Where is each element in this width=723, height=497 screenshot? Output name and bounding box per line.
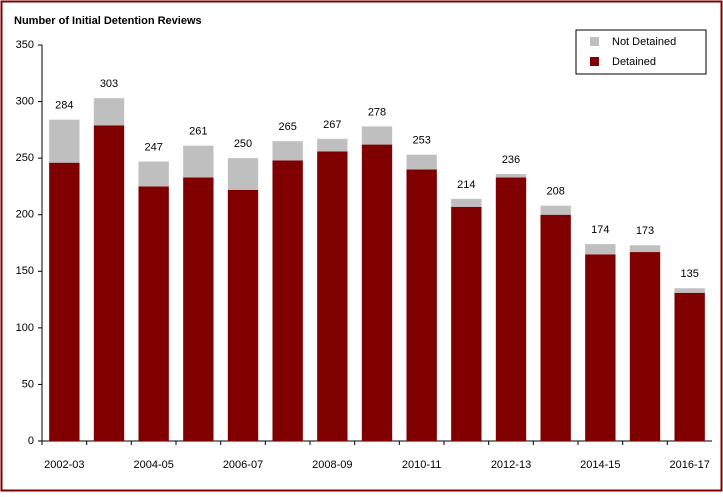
bar-segment — [138, 161, 169, 187]
y-tick-label: 100 — [16, 322, 34, 334]
total-label: 208 — [546, 186, 564, 198]
bar-segment — [674, 288, 705, 293]
total-label: 284 — [55, 100, 73, 112]
total-label: 174 — [591, 224, 609, 236]
bar-segment — [361, 144, 393, 441]
x-tick-label: 2008-09 — [312, 459, 352, 471]
total-label: 236 — [502, 154, 520, 166]
bar-segment — [540, 205, 571, 215]
chart-title: Number of Initial Detention Reviews — [14, 15, 202, 27]
x-tick-label: 2012-13 — [491, 459, 531, 471]
bar-segment — [317, 151, 348, 441]
bar-segment — [540, 214, 571, 441]
x-tick-label: 2016-17 — [669, 459, 709, 471]
y-tick-label: 200 — [16, 209, 34, 221]
x-tick-label: 2004-05 — [133, 459, 173, 471]
y-tick-label: 150 — [16, 265, 34, 277]
y-tick-label: 300 — [16, 95, 34, 107]
bar-segment — [406, 154, 437, 170]
total-label: 278 — [368, 106, 386, 118]
legend-label: Not Detained — [612, 36, 676, 48]
bar-segment — [451, 198, 482, 207]
total-label: 253 — [412, 135, 430, 147]
bar-segment — [317, 138, 348, 152]
total-label: 173 — [636, 225, 654, 237]
x-tick-label: 2010-11 — [402, 459, 442, 471]
bar-segment — [183, 177, 214, 441]
bar-segment — [138, 186, 169, 441]
bar-segment — [93, 98, 125, 126]
total-label: 214 — [457, 179, 475, 191]
bar-segment — [183, 145, 214, 178]
legend-swatch — [590, 37, 599, 46]
total-label: 265 — [278, 121, 296, 133]
bar-segment — [93, 125, 125, 442]
bar-segment — [49, 162, 80, 441]
bar-segment — [585, 254, 616, 441]
total-label: 135 — [680, 268, 698, 280]
x-tick-label: 2006-07 — [223, 459, 263, 471]
legend-swatch — [590, 57, 599, 66]
total-label: 247 — [144, 141, 162, 153]
total-label: 267 — [323, 119, 341, 131]
bar-segment — [406, 169, 437, 441]
y-tick-label: 50 — [22, 378, 34, 390]
bar-segment — [495, 177, 527, 441]
bar-segment — [629, 245, 661, 253]
bar-segment — [227, 189, 259, 441]
bar-segment — [272, 141, 303, 161]
bar-segment — [585, 244, 616, 255]
bar-segment — [272, 160, 303, 442]
bar-segment — [629, 252, 661, 441]
y-tick-label: 350 — [16, 39, 34, 51]
y-tick-label: 250 — [16, 152, 34, 164]
x-tick-label: 2002-03 — [44, 459, 84, 471]
y-tick-label: 0 — [28, 435, 34, 447]
bar-segment — [495, 173, 527, 178]
bar-segment — [361, 126, 393, 145]
total-label: 303 — [100, 78, 118, 90]
bar-segment — [227, 158, 259, 190]
x-tick-label: 2014-15 — [580, 459, 620, 471]
bar-segment — [674, 292, 705, 441]
bar-segment — [451, 206, 482, 441]
legend-label: Detained — [612, 56, 656, 68]
total-label: 261 — [189, 126, 207, 138]
bar-segment — [49, 119, 80, 163]
total-label: 250 — [234, 138, 252, 150]
